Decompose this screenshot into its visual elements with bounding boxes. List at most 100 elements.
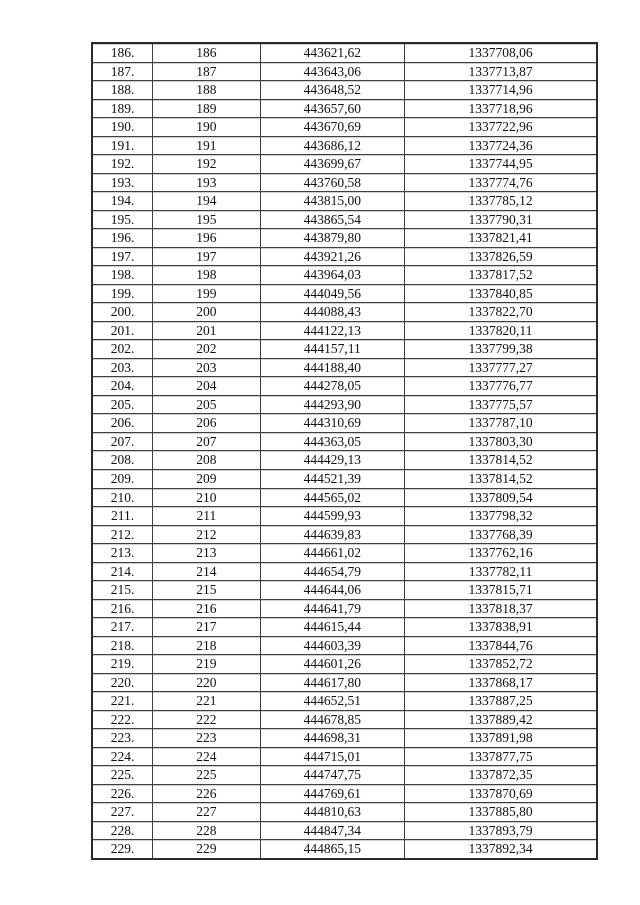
cell-point-number: 218 [152,635,261,656]
cell-point-number: 193 [152,172,261,193]
cell-easting: 444429,13 [259,450,406,470]
cell-northing: 1337887,25 [404,691,598,711]
coordinate-table: 186. 186 443621,62 1337708,06 187. 187 443643,… [91,42,598,860]
cell-point-number: 192 [152,154,261,174]
cell-northing: 1337708,06 [404,42,598,63]
cell-ordinal: 190. [91,117,154,137]
cell-point-number: 212 [152,524,261,545]
cell-northing: 1337893,79 [404,820,598,841]
cell-point-number: 213 [152,543,261,563]
cell-point-number: 215 [152,580,261,600]
cell-northing: 1337714,96 [404,80,598,100]
table-row: 192. 192 443699,67 1337744,95 [91,154,598,174]
cell-northing: 1337790,31 [404,209,598,230]
cell-easting: 444769,61 [259,783,406,804]
cell-northing: 1337891,98 [404,728,598,748]
table-row: 222. 222 444678,85 1337889,42 [91,709,598,730]
cell-easting: 444715,01 [259,746,406,767]
cell-northing: 1337892,34 [404,839,598,860]
cell-point-number: 190 [152,117,261,137]
cell-northing: 1337785,12 [404,191,598,211]
table-row: 215. 215 444644,06 1337815,71 [91,580,598,600]
cell-northing: 1337870,69 [404,783,598,804]
cell-northing: 1337744,95 [404,154,598,174]
cell-easting: 444049,56 [259,283,406,304]
cell-point-number: 189 [152,98,261,119]
cell-point-number: 221 [152,691,261,711]
cell-point-number: 214 [152,561,261,582]
table-row: 195. 195 443865,54 1337790,31 [91,209,598,230]
cell-ordinal: 229. [91,839,154,860]
cell-northing: 1337822,70 [404,302,598,322]
cell-northing: 1337809,54 [404,487,598,508]
table-row: 207. 207 444363,05 1337803,30 [91,431,598,452]
cell-ordinal: 206. [91,413,154,433]
table-row: 187. 187 443643,06 1337713,87 [91,61,598,82]
cell-northing: 1337820,11 [404,320,598,341]
table-row: 209. 209 444521,39 1337814,52 [91,468,598,489]
cell-northing: 1337889,42 [404,709,598,730]
cell-easting: 444599,93 [259,506,406,526]
table-row: 201. 201 444122,13 1337820,11 [91,320,598,341]
table-row: 194. 194 443815,00 1337785,12 [91,191,598,211]
cell-point-number: 222 [152,709,261,730]
table-row: 191. 191 443686,12 1337724,36 [91,135,598,156]
cell-ordinal: 216. [91,598,154,619]
cell-ordinal: 220. [91,672,154,693]
cell-ordinal: 202. [91,339,154,359]
table-row: 214. 214 444654,79 1337782,11 [91,561,598,582]
cell-point-number: 200 [152,302,261,322]
cell-easting: 444521,39 [259,468,406,489]
cell-point-number: 201 [152,320,261,341]
cell-ordinal: 214. [91,561,154,582]
cell-northing: 1337814,52 [404,468,598,489]
cell-point-number: 204 [152,376,261,396]
cell-point-number: 187 [152,61,261,82]
table-row: 218. 218 444603,39 1337844,76 [91,635,598,656]
cell-ordinal: 225. [91,765,154,785]
cell-easting: 443648,52 [259,80,406,100]
table-row: 203. 203 444188,40 1337777,27 [91,357,598,378]
cell-northing: 1337713,87 [404,61,598,82]
cell-ordinal: 228. [91,820,154,841]
cell-northing: 1337724,36 [404,135,598,156]
cell-point-number: 198 [152,265,261,285]
table-row: 193. 193 443760,58 1337774,76 [91,172,598,193]
cell-northing: 1337774,76 [404,172,598,193]
cell-point-number: 207 [152,431,261,452]
cell-point-number: 208 [152,450,261,470]
cell-easting: 444644,06 [259,580,406,600]
cell-ordinal: 200. [91,302,154,322]
cell-easting: 444615,44 [259,617,406,637]
cell-northing: 1337821,41 [404,228,598,248]
cell-ordinal: 194. [91,191,154,211]
cell-point-number: 209 [152,468,261,489]
cell-easting: 444188,40 [259,357,406,378]
cell-easting: 444278,05 [259,376,406,396]
cell-ordinal: 205. [91,394,154,415]
cell-northing: 1337868,17 [404,672,598,693]
cell-ordinal: 221. [91,691,154,711]
table-row: 202. 202 444157,11 1337799,38 [91,339,598,359]
cell-northing: 1337814,52 [404,450,598,470]
table-row: 197. 197 443921,26 1337826,59 [91,246,598,267]
cell-ordinal: 223. [91,728,154,748]
cell-ordinal: 186. [91,42,154,63]
cell-easting: 443921,26 [259,246,406,267]
cell-ordinal: 208. [91,450,154,470]
table-row: 211. 211 444599,93 1337798,32 [91,506,598,526]
table-row: 198. 198 443964,03 1337817,52 [91,265,598,285]
table-row: 200. 200 444088,43 1337822,70 [91,302,598,322]
cell-ordinal: 196. [91,228,154,248]
table-row: 189. 189 443657,60 1337718,96 [91,98,598,119]
table-row: 227. 227 444810,63 1337885,80 [91,802,598,822]
cell-easting: 443699,67 [259,154,406,174]
cell-easting: 444652,51 [259,691,406,711]
cell-northing: 1337826,59 [404,246,598,267]
cell-ordinal: 219. [91,654,154,674]
cell-easting: 444601,26 [259,654,406,674]
cell-point-number: 191 [152,135,261,156]
cell-point-number: 216 [152,598,261,619]
cell-ordinal: 189. [91,98,154,119]
